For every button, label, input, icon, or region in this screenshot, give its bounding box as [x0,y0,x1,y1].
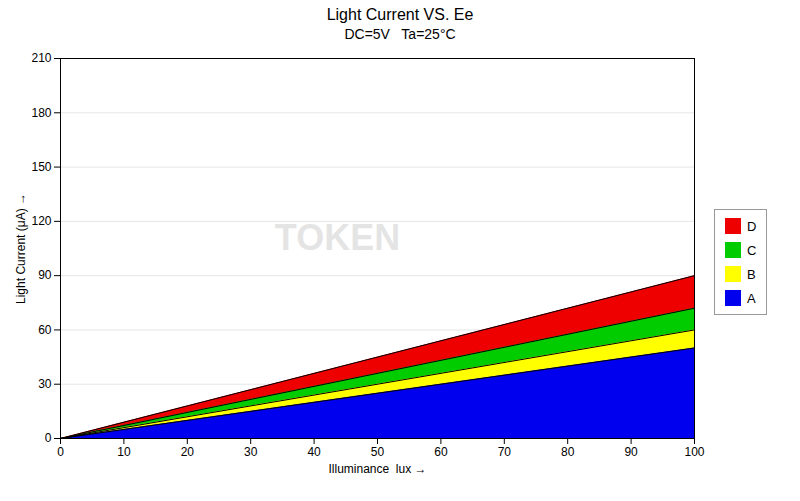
svg-text:0: 0 [45,431,52,445]
svg-text:150: 150 [31,160,51,174]
svg-text:180: 180 [31,106,51,120]
html-text:A: A [747,290,756,306]
svg-text:30: 30 [38,377,52,391]
svg-text:60: 60 [434,445,448,459]
html-text:C: C [747,242,757,258]
html-text:D: D [747,218,757,234]
svg-text:Illuminance lux →: Illuminance lux → [328,462,426,476]
svg-text:120: 120 [31,214,51,228]
svg-text:70: 70 [498,445,512,459]
svg-text:60: 60 [38,323,52,337]
svg-text:50: 50 [371,445,385,459]
svg-text:Light Current (μA) →: Light Current (μA) → [14,193,28,304]
html-text:Light Current VS. Ee: Light Current VS. Ee [326,6,474,23]
svg-text:100: 100 [684,445,704,459]
svg-text:TOKEN: TOKEN [275,217,400,258]
svg-text:80: 80 [561,445,575,459]
svg-text:90: 90 [38,268,52,282]
svg-text:20: 20 [181,445,195,459]
svg-text:210: 210 [31,51,51,65]
svg-text:90: 90 [624,445,638,459]
html-text:B: B [747,266,756,282]
svg-text:10: 10 [117,445,131,459]
svg-text:40: 40 [307,445,321,459]
html-text:DC=5V Ta=25°C: DC=5V Ta=25°C [344,26,456,42]
svg-text:0: 0 [57,445,64,459]
svg-text:30: 30 [244,445,258,459]
